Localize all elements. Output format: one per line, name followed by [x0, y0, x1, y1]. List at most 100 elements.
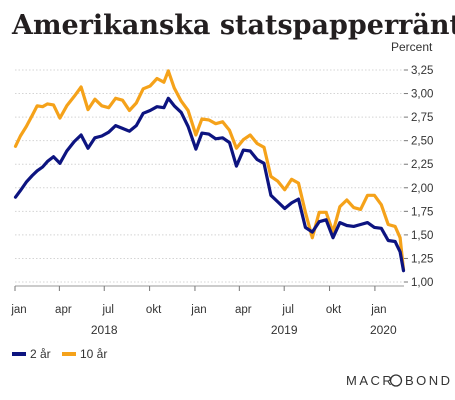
y-tick-label: 1,75: [411, 206, 433, 218]
series-2-ar: [13, 96, 406, 273]
data-point: [93, 98, 97, 101]
data-point: [242, 148, 245, 152]
data-point: [235, 164, 238, 168]
data-point: [262, 146, 266, 149]
data-point: [207, 118, 210, 122]
data-point: [65, 149, 68, 153]
series-line: [13, 69, 406, 272]
data-point: [387, 239, 390, 242]
data-point: [311, 230, 314, 234]
data-point: [221, 136, 224, 140]
data-point: [86, 147, 90, 150]
data-point: [19, 134, 22, 138]
legend: 2 år 10 år: [12, 347, 107, 361]
data-point: [366, 194, 369, 197]
legend-item: 2 år: [12, 347, 51, 361]
y-tick-label: 1,25: [411, 253, 433, 265]
y-tick-label: 2,75: [411, 112, 433, 124]
data-point: [86, 108, 90, 111]
data-point: [214, 137, 217, 140]
data-point: [352, 225, 355, 228]
data-point: [141, 112, 145, 115]
data-point: [338, 205, 342, 208]
data-point: [207, 132, 210, 136]
data-point: [128, 109, 131, 112]
data-point: [41, 165, 44, 169]
data-point: [297, 197, 300, 201]
data-point: [373, 194, 376, 197]
data-point: [228, 129, 231, 132]
data-point: [148, 109, 152, 112]
data-point: [19, 189, 22, 192]
data-point: [100, 104, 103, 108]
data-point: [338, 221, 342, 224]
data-point: [93, 136, 97, 140]
y-tick-label: 3,00: [411, 89, 433, 101]
data-point: [235, 147, 238, 150]
data-point: [248, 133, 252, 137]
x-tick-label: jul: [101, 304, 114, 316]
data-point: [121, 127, 124, 130]
data-point: [380, 227, 383, 230]
data-point: [167, 69, 170, 73]
x-year-label: 2019: [271, 323, 298, 337]
data-point: [35, 169, 39, 173]
data-point: [179, 111, 183, 114]
data-point: [41, 105, 44, 108]
data-point: [58, 162, 62, 165]
x-tick-label: jan: [10, 304, 26, 316]
data-point: [31, 114, 34, 117]
data-point: [128, 130, 131, 133]
data-point: [46, 160, 49, 163]
data-point: [173, 86, 176, 90]
data-point: [359, 208, 362, 211]
data-point: [248, 149, 252, 153]
data-point: [352, 206, 355, 209]
data-point: [255, 142, 259, 145]
data-point: [79, 85, 83, 89]
x-tick-label: apr: [235, 304, 252, 316]
data-point: [72, 140, 76, 143]
data-point: [107, 106, 110, 109]
data-point: [135, 124, 138, 127]
data-point: [155, 105, 159, 108]
data-point: [200, 131, 204, 135]
data-point: [46, 102, 49, 106]
y-tick-label: 1,00: [411, 277, 433, 289]
data-point: [52, 155, 55, 158]
data-point: [173, 104, 176, 108]
data-point: [283, 207, 286, 210]
data-point: [262, 162, 266, 165]
x-tick-label: apr: [55, 304, 72, 316]
data-point: [331, 236, 335, 239]
data-point: [317, 220, 321, 223]
x-tick-label: jul: [281, 304, 294, 316]
data-point: [297, 181, 300, 185]
data-point: [255, 158, 259, 161]
x-tick-label: okt: [146, 304, 162, 316]
data-point: [100, 134, 103, 138]
grid-layer: [15, 69, 404, 283]
x-year-label: 2018: [91, 323, 118, 337]
brand-text-left: MACR: [346, 373, 394, 388]
data-point: [14, 196, 17, 199]
data-point: [398, 236, 402, 239]
data-point: [324, 218, 328, 222]
series-layer: [13, 69, 406, 273]
data-point: [194, 133, 198, 137]
data-point: [179, 99, 183, 103]
data-point: [155, 77, 159, 80]
data-point: [276, 200, 279, 204]
data-point: [290, 201, 293, 205]
data-point: [35, 104, 39, 108]
data-point: [290, 178, 293, 181]
macrobond-logo: MACR BOND: [346, 373, 450, 388]
data-point: [345, 198, 349, 202]
data-point: [186, 109, 190, 112]
data-point: [393, 225, 397, 228]
data-point: [380, 203, 383, 206]
data-point: [214, 122, 217, 125]
data-point: [304, 226, 307, 229]
data-point: [194, 147, 198, 151]
